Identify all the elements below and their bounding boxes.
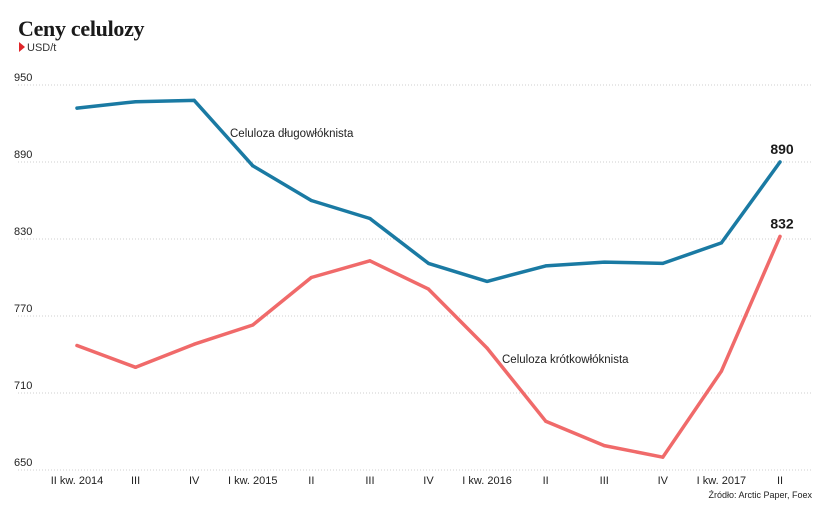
- data-point: [192, 98, 196, 102]
- unit-label: USD/t: [19, 42, 56, 54]
- data-point: [251, 164, 255, 168]
- data-point: [426, 287, 431, 291]
- data-point: [426, 261, 431, 265]
- series-line: [75, 98, 782, 284]
- data-point: [133, 365, 138, 369]
- data-point: [778, 234, 782, 239]
- data-point: [602, 444, 606, 448]
- x-tick-label: I kw. 2015: [228, 475, 278, 487]
- source-note: Źródło: Arctic Paper, Foex: [708, 490, 812, 500]
- data-point: [719, 241, 724, 245]
- data-point: [309, 275, 313, 280]
- data-label: 832: [770, 215, 794, 231]
- data-point: [661, 455, 665, 459]
- data-point: [251, 323, 255, 327]
- series-line: [75, 234, 782, 459]
- data-point: [661, 261, 665, 265]
- x-tick-label: III: [600, 475, 609, 487]
- x-tick-label: III: [131, 475, 140, 487]
- data-point: [368, 216, 372, 221]
- unit-text: USD/t: [27, 42, 57, 54]
- x-tick-label: II: [777, 475, 783, 487]
- data-point: [719, 369, 724, 373]
- series-annotation: Celuloza krótkowłóknista: [502, 354, 629, 366]
- x-tick-label: II: [543, 475, 549, 487]
- x-tick-label: IV: [423, 475, 434, 487]
- series-annotation: Celuloza długowłóknista: [230, 128, 354, 140]
- y-tick-label: 830: [14, 226, 32, 238]
- x-tick-label: II: [308, 475, 314, 487]
- x-tick-label: IV: [658, 475, 669, 487]
- data-point: [192, 342, 196, 346]
- x-tick-label: I kw. 2016: [462, 475, 512, 487]
- data-point: [133, 100, 138, 104]
- data-point: [309, 198, 313, 203]
- x-tick-label: IV: [189, 475, 200, 487]
- data-point: [778, 160, 782, 164]
- data-point: [368, 259, 372, 263]
- triangle-marker-icon: [19, 42, 25, 52]
- y-tick-label: 650: [14, 457, 32, 469]
- x-tick-label: I kw. 2017: [697, 475, 747, 487]
- data-point: [485, 346, 489, 350]
- data-point: [544, 264, 548, 268]
- y-tick-label: 710: [14, 380, 32, 392]
- y-tick-label: 770: [14, 303, 32, 315]
- y-tick-label: 950: [14, 72, 32, 84]
- y-tick-label: 890: [14, 149, 32, 161]
- data-point: [485, 279, 489, 283]
- data-point: [75, 106, 79, 110]
- data-point: [75, 343, 79, 348]
- x-tick-label: II kw. 2014: [51, 475, 104, 487]
- data-label: 890: [770, 141, 794, 157]
- data-point: [602, 260, 606, 264]
- data-point: [544, 419, 548, 423]
- chart-title: Ceny celulozy: [18, 16, 145, 41]
- x-tick-label: III: [365, 475, 374, 487]
